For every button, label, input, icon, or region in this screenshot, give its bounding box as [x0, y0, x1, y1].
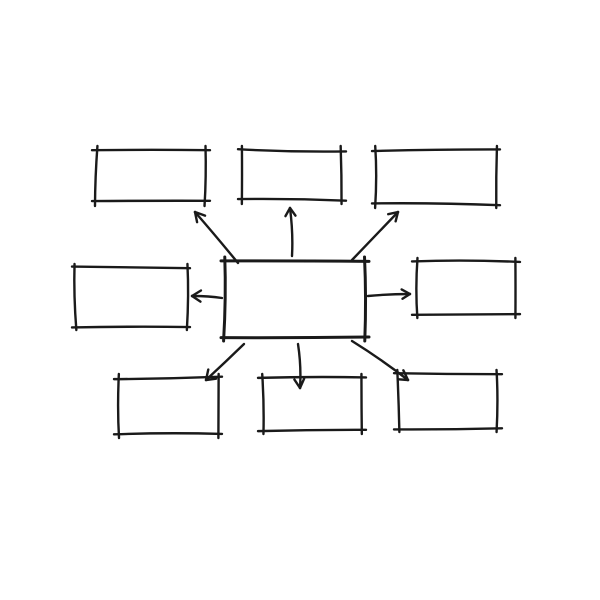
edge-top-right: [352, 212, 398, 260]
edge-top-center: [285, 208, 295, 256]
node-center: [221, 257, 369, 341]
node-top-right: [372, 146, 500, 208]
node-mid-right: [412, 258, 520, 318]
edge-mid-right: [368, 289, 410, 298]
edge-mid-left: [192, 291, 222, 302]
node-bottom-left: [114, 374, 222, 438]
mind-map-diagram: [0, 0, 600, 600]
node-mid-left: [72, 264, 190, 330]
node-top-center: [238, 146, 346, 204]
node-bottom-right: [394, 370, 502, 432]
edge-bottom-center: [294, 344, 304, 388]
node-top-left: [92, 146, 210, 206]
node-bottom-center: [258, 374, 366, 434]
edge-bottom-left: [206, 344, 244, 380]
edge-top-left: [195, 212, 238, 263]
